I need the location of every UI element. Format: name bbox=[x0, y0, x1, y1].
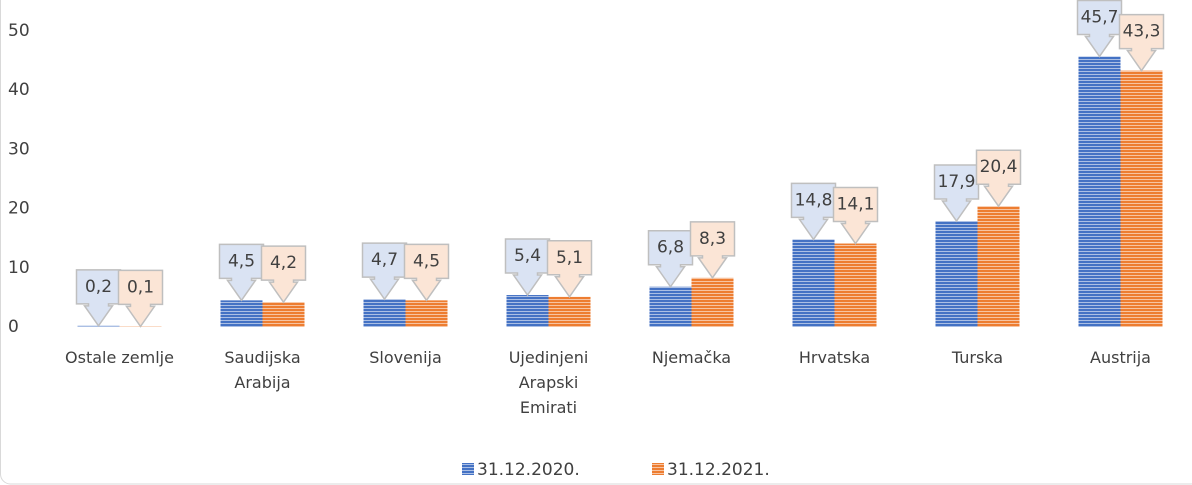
bar bbox=[220, 300, 263, 327]
data-label: 0,1 bbox=[127, 277, 154, 297]
data-label: 0,2 bbox=[85, 277, 112, 297]
bar bbox=[935, 221, 978, 327]
x-tick-label: Turska bbox=[951, 348, 1004, 367]
legend-swatch bbox=[652, 463, 664, 475]
x-tick-label: Njemačka bbox=[651, 348, 732, 367]
callout bbox=[117, 269, 164, 328]
data-label: 5,1 bbox=[556, 248, 583, 268]
x-tick-label: Saudijska Arabija bbox=[224, 348, 301, 392]
bar bbox=[363, 299, 406, 327]
data-label: 20,4 bbox=[980, 157, 1018, 177]
y-tick-label: 40 bbox=[8, 80, 30, 100]
data-label: 6,8 bbox=[657, 238, 684, 258]
data-label: 4,2 bbox=[270, 253, 297, 273]
data-label: 14,8 bbox=[795, 190, 833, 210]
bar bbox=[405, 300, 448, 327]
callout bbox=[403, 243, 450, 302]
x-tick-label: Slovenija bbox=[369, 348, 442, 367]
bar bbox=[834, 243, 877, 327]
data-label: 8,3 bbox=[699, 229, 726, 249]
x-tick-label: Ujedinjeni Arapski Emirati bbox=[508, 348, 589, 417]
data-label: 17,9 bbox=[938, 172, 976, 192]
data-label: 45,7 bbox=[1081, 7, 1119, 27]
x-tick-label: Ostale zemlje bbox=[65, 348, 174, 367]
legend-label: 31.12.2021. bbox=[667, 460, 770, 480]
y-tick-label: 20 bbox=[8, 199, 30, 219]
data-label: 4,5 bbox=[228, 251, 255, 271]
bar bbox=[262, 302, 305, 327]
bar bbox=[548, 296, 591, 327]
callout bbox=[933, 164, 980, 223]
data-label: 4,5 bbox=[413, 251, 440, 271]
callout bbox=[689, 221, 736, 280]
callout bbox=[975, 149, 1022, 208]
x-tick-label: Hrvatska bbox=[798, 348, 871, 367]
data-label: 43,3 bbox=[1123, 22, 1161, 42]
bar bbox=[1078, 56, 1121, 328]
bar bbox=[977, 206, 1020, 327]
x-tick-label: Austrija bbox=[1090, 348, 1151, 367]
legend-swatch bbox=[462, 463, 474, 475]
data-label: 4,7 bbox=[371, 250, 398, 270]
data-label: 5,4 bbox=[514, 246, 541, 266]
y-tick-label: 10 bbox=[8, 258, 30, 278]
callout bbox=[832, 186, 879, 245]
bar bbox=[1120, 70, 1163, 327]
callout bbox=[647, 229, 694, 289]
callout bbox=[260, 245, 307, 304]
bar bbox=[792, 239, 835, 327]
y-tick-label: 50 bbox=[8, 21, 30, 41]
bar bbox=[506, 295, 549, 327]
bar bbox=[691, 277, 734, 327]
callout bbox=[546, 240, 593, 299]
y-tick-label: 30 bbox=[8, 139, 30, 159]
callout bbox=[1118, 13, 1165, 72]
bar bbox=[649, 286, 692, 327]
data-label: 14,1 bbox=[837, 195, 875, 215]
legend-label: 31.12.2020. bbox=[477, 460, 580, 480]
y-tick-label: 0 bbox=[8, 317, 19, 337]
